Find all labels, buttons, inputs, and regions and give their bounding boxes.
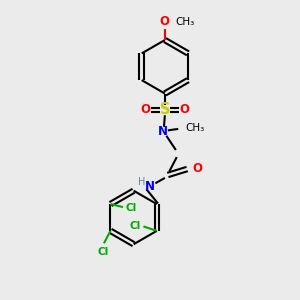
- Text: N: N: [158, 125, 168, 138]
- Text: Cl: Cl: [130, 221, 141, 231]
- Text: H: H: [138, 176, 146, 187]
- Text: S: S: [160, 102, 170, 117]
- Text: O: O: [140, 103, 150, 116]
- Text: Cl: Cl: [97, 247, 108, 257]
- Text: CH₃: CH₃: [185, 123, 205, 133]
- Text: O: O: [180, 103, 190, 116]
- Text: O: O: [160, 14, 170, 28]
- Text: N: N: [145, 180, 155, 193]
- Text: CH₃: CH₃: [175, 17, 194, 27]
- Text: O: O: [193, 162, 202, 175]
- Text: Cl: Cl: [126, 203, 137, 213]
